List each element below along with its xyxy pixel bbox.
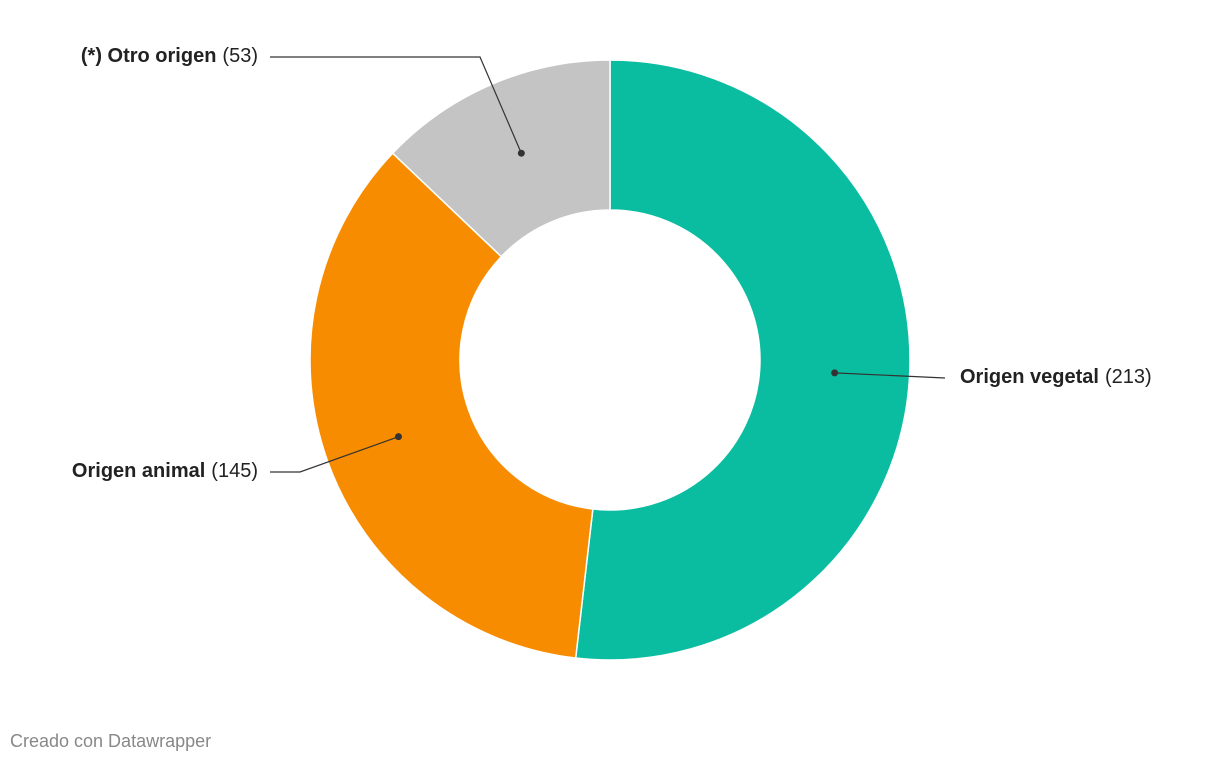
label-value: (213) (1105, 366, 1152, 388)
leader-line (270, 436, 399, 473)
leader-line (834, 372, 946, 379)
label-value: (53) (222, 45, 258, 67)
label-name: (*) Otro origen (81, 45, 217, 67)
leader-line (270, 56, 522, 154)
leader-dot (394, 433, 402, 441)
donut-slice (574, 59, 911, 661)
slice-label: Origen animal (145) (72, 460, 258, 482)
label-value: (145) (211, 460, 258, 482)
leader-dot (831, 369, 839, 377)
label-name: Origen vegetal (960, 366, 1099, 388)
donut-slice (391, 59, 611, 258)
label-name: Origen animal (72, 460, 205, 482)
leader-dot (517, 149, 525, 157)
donut-slice (309, 152, 594, 659)
slice-label: Origen vegetal (213) (960, 366, 1152, 388)
footer: Creado con Datawrapper (10, 731, 211, 751)
slice-label: (*) Otro origen (53) (81, 45, 258, 67)
